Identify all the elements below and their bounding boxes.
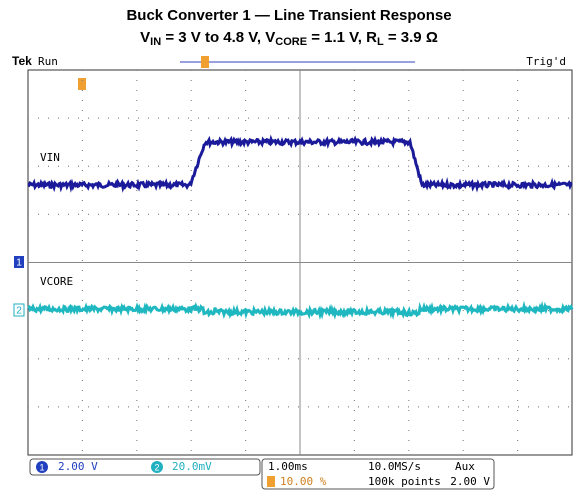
ch2-badge-label: 2: [154, 462, 159, 472]
subtitle-sub: L: [377, 36, 384, 48]
subtitle-part: = 3 V to 4.8 V, V: [161, 29, 275, 46]
vin-trace: [27, 134, 573, 193]
subtitle: VIN = 3 V to 4.8 V, VCORE = 1.1 V, RL = …: [140, 29, 438, 48]
trigger-source: Aux: [455, 460, 475, 473]
trigger-marker: [201, 56, 209, 68]
trigger-position: 10.00 %: [280, 475, 327, 488]
trigger-pos-icon: [267, 476, 275, 487]
subtitle-part: V: [140, 29, 150, 46]
subtitle-part: = 1.1 V, R: [307, 29, 377, 46]
run-state: Run: [38, 55, 58, 68]
channel-box: [29, 458, 261, 476]
timebase: 1.00ms: [268, 460, 308, 473]
ch1-marker: [14, 256, 24, 268]
vin-label: VIN: [40, 151, 60, 164]
trigger-status: Trig'd: [526, 55, 566, 68]
ch1-badge-label: 1: [39, 462, 44, 472]
vcore-label: VCORE: [40, 275, 73, 288]
traces: [27, 134, 574, 321]
brand: Tek: [12, 54, 32, 68]
timebase-box: [261, 458, 495, 490]
vcore-trace: [27, 300, 574, 321]
ch2-marker: [13, 303, 25, 317]
ch1-scale: 2.00 V: [58, 460, 98, 473]
record-length: 100k points: [368, 475, 441, 488]
subtitle-part: = 3.9 Ω: [384, 29, 438, 46]
sample-rate: 10.0MS/s: [368, 460, 421, 473]
trigger-pos-marker: [78, 78, 86, 90]
ch2-badge: [151, 461, 163, 473]
ch1-marker-label: 1: [16, 258, 22, 269]
ch1-badge: [36, 461, 48, 473]
ch2-marker-label: 2: [16, 306, 22, 317]
ch2-scale: 20.0mV: [172, 460, 212, 473]
subtitle-sub: CORE: [275, 36, 307, 48]
graticule: [27, 69, 573, 456]
trigger-level: 2.00 V: [450, 475, 490, 488]
subtitle-sub: IN: [150, 36, 161, 48]
title: Buck Converter 1 — Line Transient Respon…: [126, 7, 451, 24]
